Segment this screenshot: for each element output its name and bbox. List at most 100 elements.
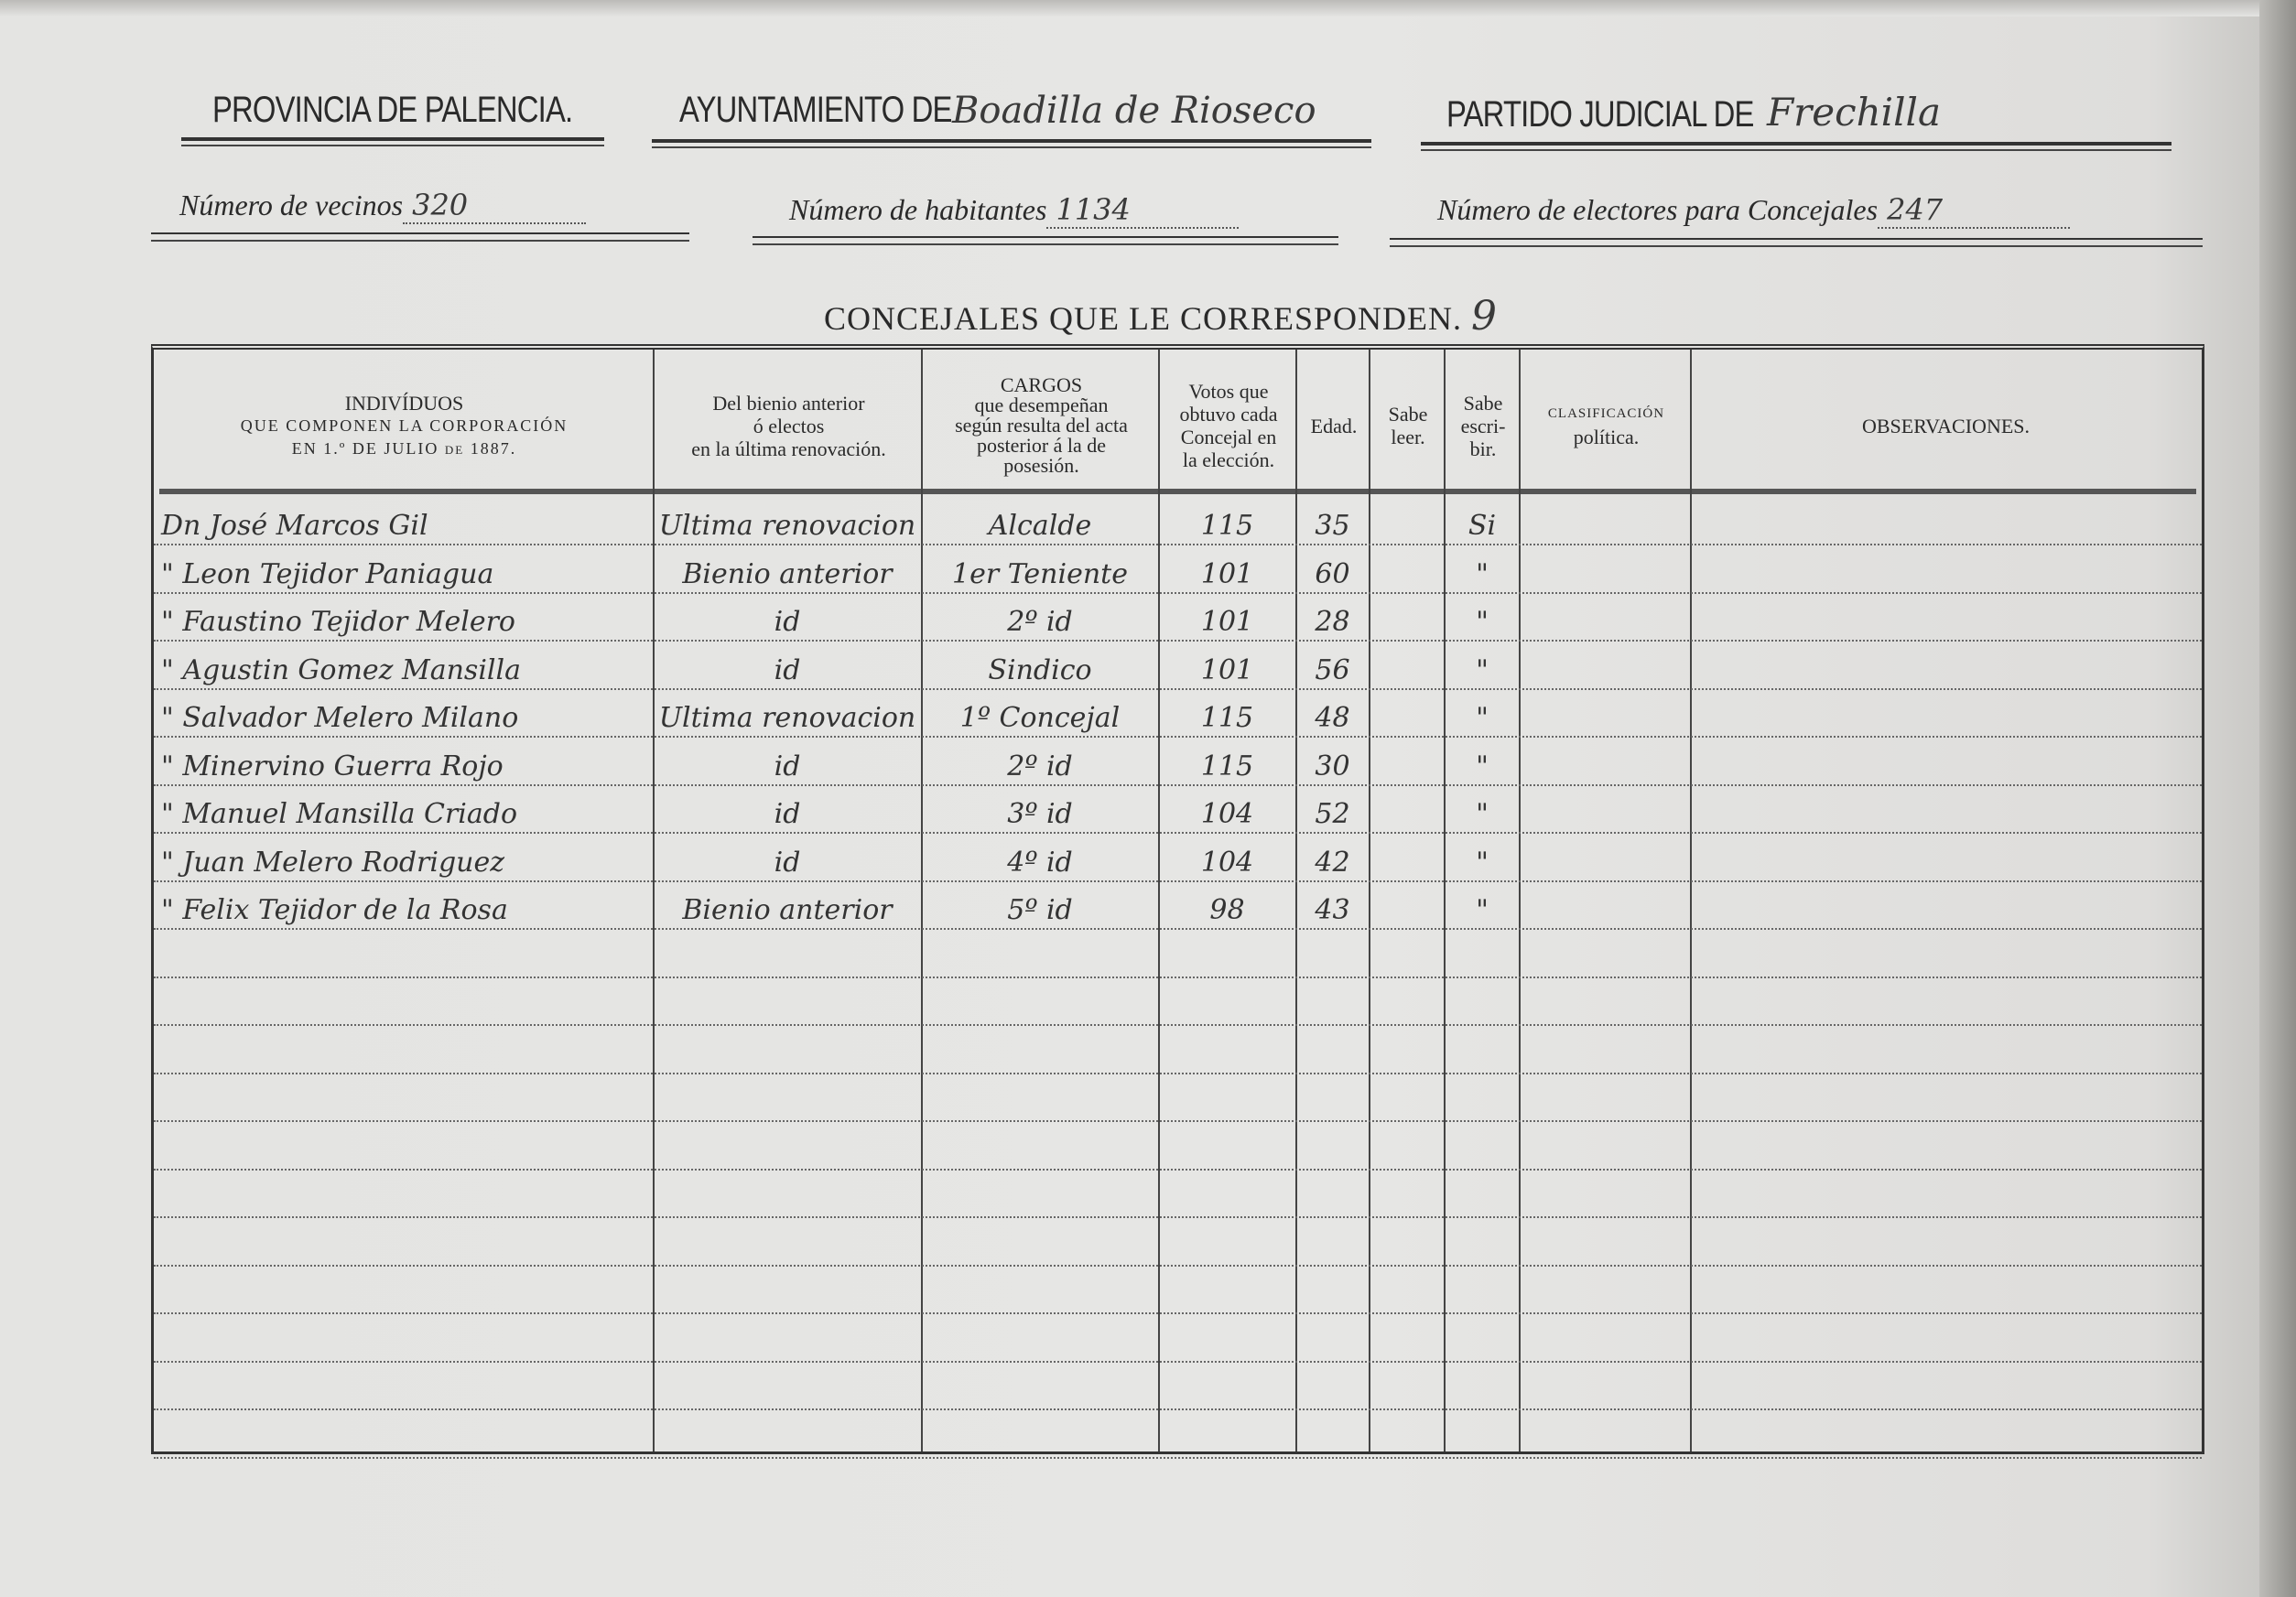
cell-votos: 101 — [1200, 653, 1254, 686]
cell-votos: 104 — [1200, 846, 1254, 879]
table-row — [154, 1027, 2202, 1074]
table-row — [154, 978, 2202, 1026]
cell-escribir: " — [1476, 653, 1489, 686]
cell-edad: 42 — [1315, 846, 1350, 879]
divider — [181, 137, 604, 146]
vecinos-label: Número de vecinos — [179, 189, 404, 221]
header-votos: Votos que obtuvo cada Concejal en la ele… — [1160, 357, 1297, 494]
cell-cargo: 3º id — [1007, 798, 1073, 830]
header-cargos: CARGOS que desempeñan según resulta del … — [923, 357, 1160, 494]
cell-cargo: 1er Teniente — [952, 557, 1128, 590]
header-text: escri- — [1460, 414, 1506, 437]
cell-edad: 30 — [1315, 750, 1350, 782]
habitantes-field: Número de habitantes 1134 — [789, 192, 1240, 229]
cell-cargo: 2º id — [1007, 606, 1073, 638]
header-text: según resulta del acta — [955, 414, 1128, 437]
cell-bienio: Bienio anterior — [682, 894, 893, 926]
partido-value: Frechilla — [1767, 90, 1941, 135]
cell-cargo: Alcalde — [988, 510, 1092, 542]
table-row — [154, 931, 2202, 978]
cell-votos: 101 — [1200, 557, 1254, 590]
header-text: CLASIFICACIÓN — [1547, 406, 1665, 421]
header-clasificacion: CLASIFICACIÓN política. — [1521, 357, 1692, 494]
table-row: " Minervino Guerra Rojo id 2º id 115 30 " — [154, 739, 2202, 786]
header-text: Sabe — [1463, 391, 1503, 415]
header-text: obtuvo cada — [1179, 403, 1278, 426]
header-edad: Edad. — [1297, 357, 1370, 494]
partido-label: PARTIDO JUDICIAL DE — [1446, 94, 1754, 135]
header-text: Sabe — [1388, 403, 1428, 426]
cell-bienio: id — [774, 846, 801, 879]
header-rule — [159, 489, 2196, 494]
habitantes-label: Número de habitantes — [789, 193, 1047, 226]
cell-nombre: " Faustino Tejidor Melero — [161, 606, 515, 638]
header-text: INDIVÍDUOS — [344, 391, 464, 415]
page-top-edge — [0, 0, 2296, 16]
divider — [1390, 238, 2203, 247]
header-text: posesión. — [1003, 454, 1079, 477]
cell-bienio: id — [774, 606, 801, 638]
cell-bienio: id — [774, 653, 801, 686]
column-divider — [1369, 350, 1370, 1451]
table-row: " Manuel Mansilla Criado id 3º id 104 52 " — [154, 786, 2202, 834]
header-text: Concejal en — [1180, 426, 1277, 448]
divider — [1421, 142, 2171, 151]
cell-nombre: " Salvador Melero Milano — [161, 702, 519, 734]
column-divider — [1690, 350, 1692, 1451]
column-divider — [921, 350, 923, 1451]
header-sabe-escribir: Sabe escri- bir. — [1446, 357, 1521, 494]
cell-bienio: Bienio anterior — [682, 557, 893, 590]
table-row — [154, 1171, 2202, 1218]
cell-escribir: Si — [1467, 510, 1497, 542]
cell-edad: 28 — [1315, 606, 1350, 638]
concejales-value: 9 — [1471, 293, 1499, 340]
column-divider — [1444, 350, 1446, 1451]
cell-escribir: " — [1476, 702, 1489, 734]
cell-nombre: " Juan Melero Rodriguez — [161, 846, 505, 879]
cell-votos: 115 — [1200, 510, 1254, 542]
electores-field: Número de electores para Concejales 247 — [1437, 192, 2071, 229]
cell-cargo: 4º id — [1007, 846, 1073, 879]
table-row: " Faustino Tejidor Melero id 2º id 101 28 " — [154, 594, 2202, 642]
column-divider — [1158, 350, 1160, 1451]
cell-nombre: " Leon Tejidor Paniagua — [161, 557, 494, 590]
cell-nombre: " Minervino Guerra Rojo — [161, 750, 504, 782]
vecinos-field: Número de vecinos 320 — [179, 188, 587, 224]
cell-nombre: " Felix Tejidor de la Rosa — [161, 894, 508, 926]
header-text: política. — [1573, 426, 1640, 448]
concejales-heading: CONCEJALES QUE LE CORRESPONDEN. 9 — [824, 293, 1498, 340]
electores-label: Número de electores para Concejales — [1437, 193, 1879, 226]
column-divider — [1295, 350, 1297, 1451]
header-text: en la última renovación. — [691, 437, 886, 460]
header-text: bir. — [1469, 437, 1497, 460]
electores-value: 247 — [1878, 192, 2071, 229]
header-bienio: Del bienio anterior ó electos en la últi… — [655, 357, 923, 494]
cell-votos: 98 — [1209, 894, 1245, 926]
cell-edad: 56 — [1315, 653, 1350, 686]
header-individuos: INDIVÍDUOS QUE COMPONEN LA CORPORACIÓN E… — [154, 357, 655, 494]
header-text: QUE COMPONEN LA CORPORACIÓN — [240, 415, 569, 435]
table-row: " Felix Tejidor de la Rosa Bienio anterio… — [154, 882, 2202, 930]
table-row — [154, 1074, 2202, 1122]
table-row — [154, 1267, 2202, 1314]
header-text: OBSERVACIONES. — [1861, 414, 2031, 437]
cell-cargo: 2º id — [1007, 750, 1073, 782]
cell-edad: 60 — [1315, 557, 1350, 590]
cell-cargo: 5º id — [1007, 894, 1073, 926]
header-text: posterior á la de — [976, 434, 1107, 457]
header-text: leer. — [1391, 426, 1425, 448]
concejales-label: CONCEJALES QUE LE CORRESPONDEN. — [824, 300, 1463, 337]
table-row — [154, 1411, 2202, 1459]
cell-nombre: " Agustin Gomez Mansilla — [161, 653, 521, 686]
divider — [652, 139, 1371, 148]
cell-edad: 48 — [1315, 702, 1350, 734]
cell-nombre: Dn José Marcos Gil — [161, 510, 428, 542]
table-row: " Salvador Melero Milano Ultima renovacio… — [154, 690, 2202, 738]
header-text: que desempeñan — [974, 394, 1109, 416]
table-row — [154, 1219, 2202, 1267]
table-row — [154, 1123, 2202, 1171]
table-row — [154, 1363, 2202, 1410]
cell-votos: 115 — [1200, 702, 1254, 734]
header-text: Votos que — [1188, 380, 1269, 403]
habitantes-value: 1134 — [1046, 192, 1240, 229]
